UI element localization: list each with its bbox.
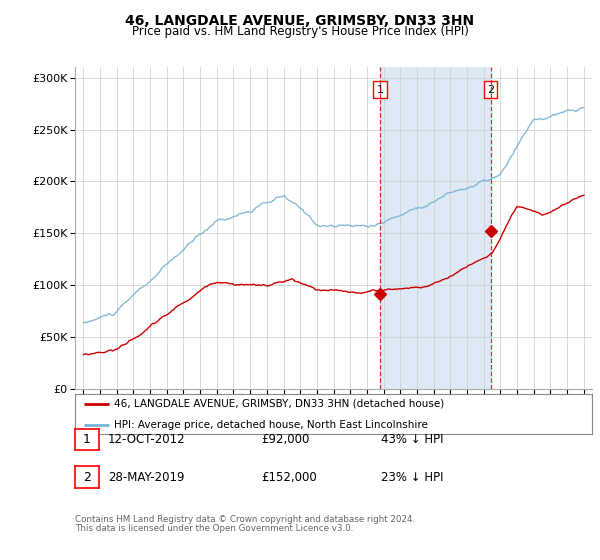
Text: 2: 2 [83, 470, 91, 484]
Text: Price paid vs. HM Land Registry's House Price Index (HPI): Price paid vs. HM Land Registry's House … [131, 25, 469, 38]
Text: This data is licensed under the Open Government Licence v3.0.: This data is licensed under the Open Gov… [75, 524, 353, 533]
Text: 12-OCT-2012: 12-OCT-2012 [108, 433, 185, 446]
Text: 1: 1 [83, 433, 91, 446]
Text: £92,000: £92,000 [261, 433, 310, 446]
Text: 46, LANGDALE AVENUE, GRIMSBY, DN33 3HN: 46, LANGDALE AVENUE, GRIMSBY, DN33 3HN [125, 14, 475, 28]
Text: 23% ↓ HPI: 23% ↓ HPI [381, 470, 443, 484]
Text: HPI: Average price, detached house, North East Lincolnshire: HPI: Average price, detached house, Nort… [114, 420, 428, 430]
Text: 28-MAY-2019: 28-MAY-2019 [108, 470, 185, 484]
Text: 2: 2 [487, 85, 494, 95]
Bar [380, 67, 491, 389]
Text: Contains HM Land Registry data © Crown copyright and database right 2024.: Contains HM Land Registry data © Crown c… [75, 515, 415, 524]
Text: 1: 1 [376, 85, 383, 95]
Text: £152,000: £152,000 [261, 470, 317, 484]
Text: 43% ↓ HPI: 43% ↓ HPI [381, 433, 443, 446]
Text: 46, LANGDALE AVENUE, GRIMSBY, DN33 3HN (detached house): 46, LANGDALE AVENUE, GRIMSBY, DN33 3HN (… [114, 399, 444, 409]
